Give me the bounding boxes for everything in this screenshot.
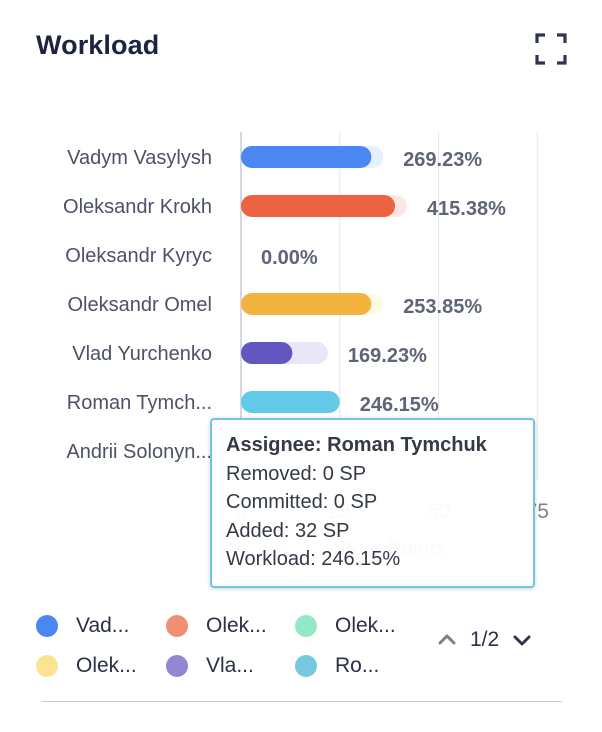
legend-label: Vla... xyxy=(206,654,254,677)
data-label: 415.38% xyxy=(427,198,506,220)
committed-bar xyxy=(241,195,396,217)
legend-page-indicator: 1/2 xyxy=(470,628,500,651)
divider xyxy=(42,701,562,702)
category-label: Vadym Vasylysh xyxy=(67,147,212,169)
legend-dot xyxy=(166,655,188,677)
legend-dot xyxy=(295,655,317,677)
tooltip-added: Added: 32 SP xyxy=(226,519,350,542)
chevron-up-icon[interactable] xyxy=(436,629,458,651)
legend-label: Olek... xyxy=(206,614,267,637)
tooltip-workload: Workload: 246.15% xyxy=(226,548,401,570)
tooltip-title: Assignee: Roman Tymchuk xyxy=(226,434,487,456)
legend-dot xyxy=(36,615,58,637)
chart-tooltip: Assignee: Roman Tymchuk Removed: 0 SP Co… xyxy=(210,418,535,588)
fullscreen-icon[interactable] xyxy=(534,32,568,66)
data-label: 0.00% xyxy=(261,247,318,269)
legend-dot xyxy=(295,615,317,637)
tooltip-committed: Committed: 0 SP xyxy=(226,491,378,513)
data-label: 169.23% xyxy=(348,345,427,367)
legend-label: Ro... xyxy=(335,654,380,677)
committed-bar xyxy=(241,293,372,315)
tooltip-removed: Removed: 0 SP xyxy=(226,462,367,485)
category-label: Andrii Solonyn... xyxy=(66,441,212,463)
data-label: 246.15% xyxy=(360,394,439,416)
category-label: Oleksandr Krokh xyxy=(63,196,212,218)
chevron-down-icon[interactable] xyxy=(511,629,533,651)
legend-item[interactable]: Olek... xyxy=(36,654,137,678)
category-label: Vlad Yurchenko xyxy=(72,343,212,365)
data-label: 253.85% xyxy=(403,296,482,318)
legend-item[interactable]: Olek... xyxy=(166,614,267,638)
legend-item[interactable]: Vad... xyxy=(36,614,129,638)
legend-item[interactable]: Vla... xyxy=(166,654,254,678)
legend-label: Vad... xyxy=(76,614,130,637)
category-label: Oleksandr Kyryc xyxy=(65,245,212,267)
committed-bar xyxy=(241,146,372,168)
legend-dot xyxy=(166,615,188,637)
legend-item[interactable]: Olek... xyxy=(295,614,396,638)
data-label: 269.23% xyxy=(403,149,482,171)
legend-pager: 1/2 xyxy=(436,628,533,652)
legend-dot xyxy=(36,655,58,677)
category-label: Roman Tymch... xyxy=(67,392,212,414)
legend-item[interactable]: Ro... xyxy=(295,654,379,678)
legend-label: Olek... xyxy=(76,654,137,677)
widget-title: Workload xyxy=(36,30,160,60)
legend-label: Olek... xyxy=(335,614,396,637)
committed-bar xyxy=(241,391,340,413)
committed-bar xyxy=(241,342,293,364)
category-label: Oleksandr Omel xyxy=(68,294,213,316)
